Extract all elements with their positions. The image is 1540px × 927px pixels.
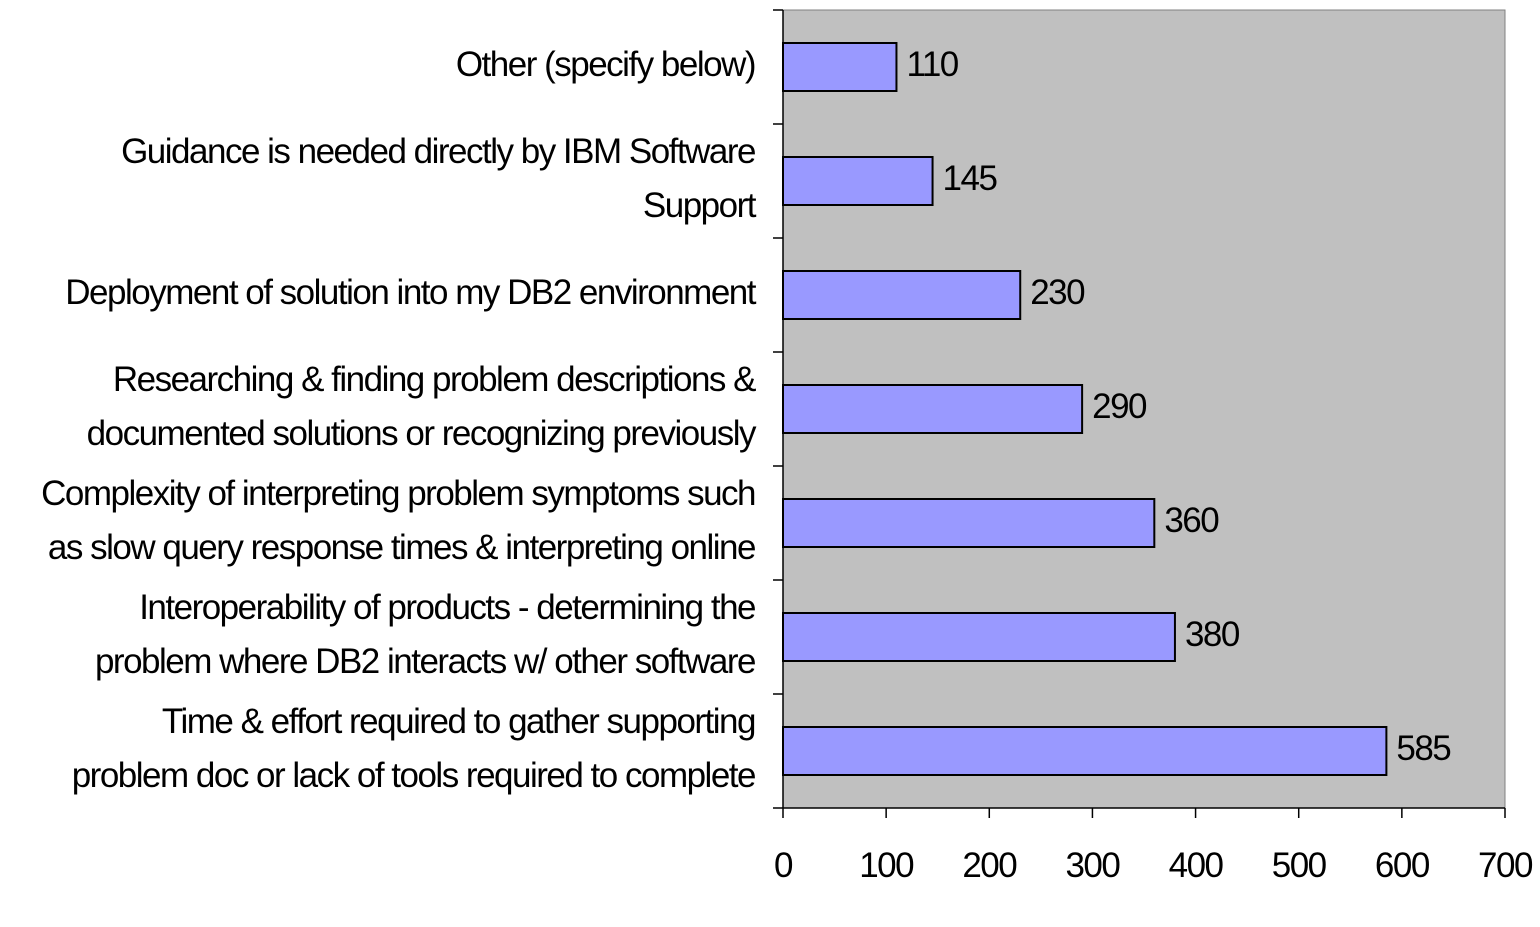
y-tick-label: Time & effort required to gather support… — [72, 702, 755, 795]
data-label: 230 — [1030, 273, 1085, 312]
bar — [782, 42, 898, 92]
data-label: 290 — [1092, 387, 1147, 426]
x-tick-label: 600 — [1375, 846, 1430, 885]
x-tick-label: 400 — [1169, 846, 1224, 885]
bar — [782, 384, 1084, 434]
y-tick-label: Deployment of solution into my DB2 envir… — [65, 273, 756, 312]
data-label: 380 — [1185, 615, 1240, 654]
x-tick-label: 300 — [1065, 846, 1120, 885]
bar — [782, 270, 1022, 320]
x-tick-label: 700 — [1478, 846, 1533, 885]
data-label: 110 — [906, 45, 958, 84]
y-tick-label: Interoperability of products - determini… — [95, 588, 755, 681]
bar — [782, 726, 1388, 776]
y-tick-label: Guidance is needed directly by IBM Softw… — [121, 132, 757, 225]
data-label: 360 — [1164, 501, 1219, 540]
y-tick-label: Complexity of interpreting problem sympt… — [41, 474, 755, 567]
bar — [782, 498, 1156, 548]
bar — [782, 612, 1176, 662]
bar — [782, 156, 934, 206]
y-tick-label: Other (specify below) — [456, 45, 755, 84]
x-tick-label: 500 — [1272, 846, 1327, 885]
x-tick-label: 0 — [774, 846, 793, 885]
data-label: 585 — [1396, 729, 1450, 768]
x-tick-label: 100 — [859, 846, 914, 885]
x-tick-label: 200 — [962, 846, 1017, 885]
data-label: 145 — [943, 159, 997, 198]
y-tick-label: Researching & finding problem descriptio… — [87, 360, 757, 453]
